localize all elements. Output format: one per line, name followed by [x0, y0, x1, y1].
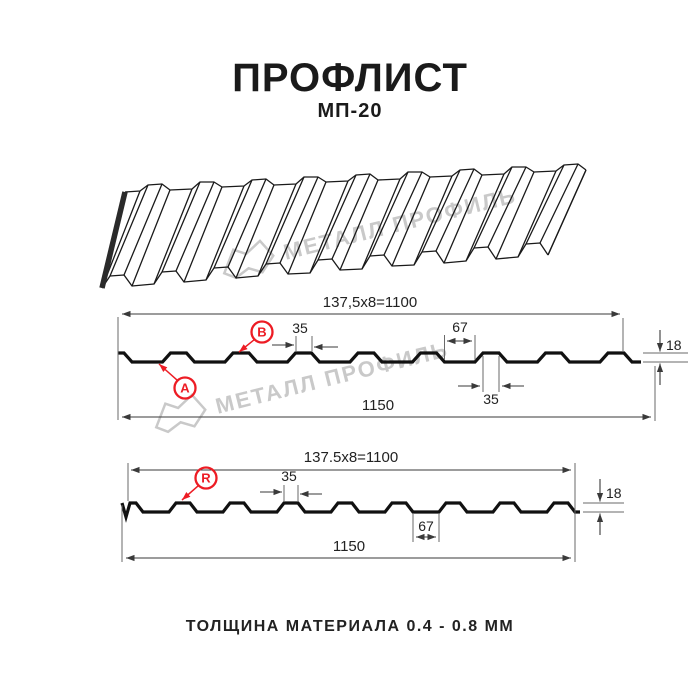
dim-module-width: 137,5x8=1100: [117, 294, 624, 420]
page-title: ПРОФЛИСТ: [232, 56, 468, 100]
dim-crest-bottom-label: 35: [483, 391, 499, 407]
metall-profil-logo-icon: [154, 393, 207, 434]
marker-a-letter: A: [180, 381, 190, 396]
watermark: МЕТАЛЛ ПРОФИЛЬ: [215, 175, 521, 290]
dim-crest-label: 35: [281, 468, 297, 484]
dim-module-width-label: 137,5x8=1100: [323, 294, 417, 311]
watermark: МЕТАЛЛ ПРОФИЛЬ: [147, 329, 453, 444]
dim-height: 18: [643, 330, 688, 385]
material-thickness-note: ТОЛЩИНА МАТЕРИАЛА 0.4 - 0.8 ММ: [185, 618, 515, 635]
profile-cross-section-top: 137,5x8=1100 35 67 18: [117, 294, 688, 421]
marker-r: R: [181, 466, 218, 501]
model-subtitle: МП-20: [317, 100, 383, 122]
metall-profil-logo-icon: [222, 239, 275, 280]
marker-a: A: [158, 363, 197, 400]
marker-b-letter: B: [257, 325, 266, 340]
sheet-cut-edge: [99, 191, 128, 289]
dim-crest-label: 35: [292, 320, 308, 336]
dim-module-width: 137.5x8=1100: [127, 449, 576, 562]
dim-valley-label: 67: [418, 518, 434, 534]
dim-crest-top: 35: [272, 320, 338, 351]
marker-r-letter: R: [201, 471, 211, 486]
profile-outline: [118, 351, 641, 364]
sheet-3d-drawing: [99, 163, 587, 289]
dim-module-width-label: 137.5x8=1100: [304, 449, 398, 466]
dim-crest-bottom: 35: [458, 356, 524, 407]
dim-valley-label: 67: [452, 319, 468, 335]
dim-total-width-label: 1150: [362, 397, 394, 414]
dim-total-width-label: 1150: [333, 538, 365, 555]
dim-height-label: 18: [666, 337, 682, 353]
dim-valley: 67: [444, 319, 476, 360]
dim-crest-top: 35: [260, 468, 322, 502]
dim-valley: 67: [412, 514, 440, 542]
profile-cross-section-bottom: 137.5x8=1100 35 67 18: [120, 449, 624, 562]
profile-outline: [120, 501, 580, 523]
dim-height-label: 18: [606, 485, 622, 501]
dim-height: 18: [583, 479, 624, 535]
dim-total-width: 1150: [121, 505, 571, 562]
dim-total-width: 1150: [122, 366, 656, 421]
marker-b: B: [238, 320, 274, 353]
